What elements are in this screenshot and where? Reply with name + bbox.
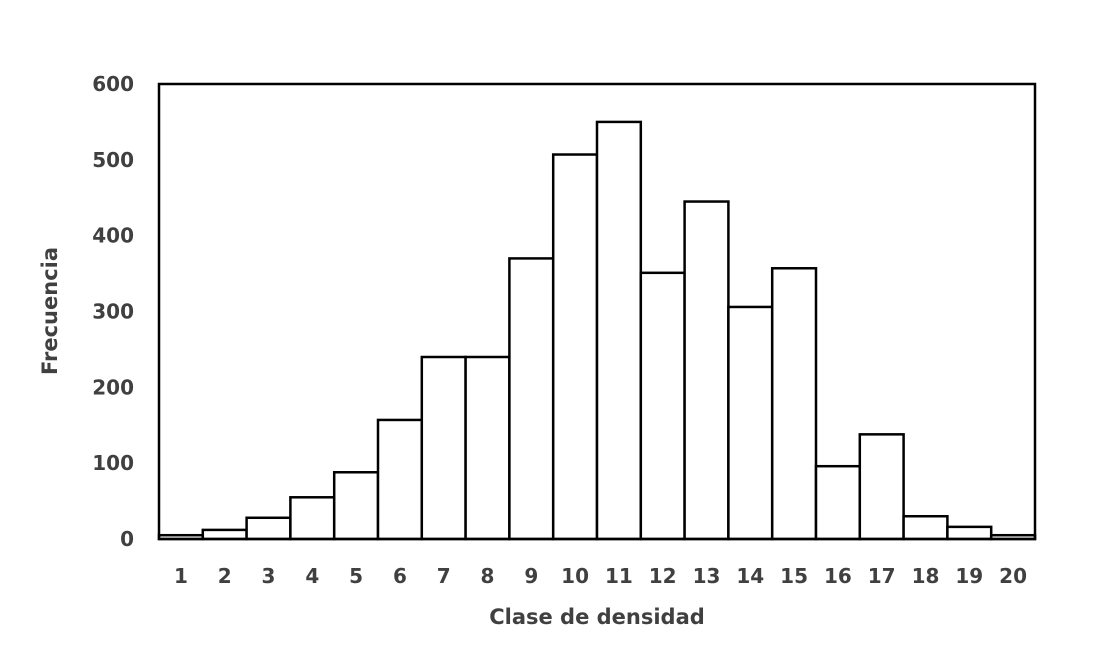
bar-15 xyxy=(770,267,818,541)
x-tick-label: 19 xyxy=(955,564,983,588)
y-tick-label: 600 xyxy=(92,72,134,96)
x-tick-label: 4 xyxy=(305,564,319,588)
bar-17 xyxy=(858,433,905,541)
bar-5 xyxy=(332,471,380,541)
bar-19 xyxy=(946,525,993,541)
y-tick-label: 100 xyxy=(92,451,134,475)
plot-area-frame xyxy=(157,82,1037,541)
y-tick-labels: 0 100 200 300 400 500 600 xyxy=(92,72,134,551)
bar-7 xyxy=(420,355,467,541)
bar-10 xyxy=(551,153,599,541)
y-tick-label: 300 xyxy=(92,300,134,324)
y-tick-label: 400 xyxy=(92,224,134,248)
x-tick-label: 16 xyxy=(824,564,852,588)
y-tick-label: 200 xyxy=(92,375,134,399)
x-tick-label: 20 xyxy=(999,564,1027,588)
bar-9 xyxy=(508,257,555,541)
x-tick-label: 7 xyxy=(437,564,451,588)
bar-8 xyxy=(464,355,511,541)
y-tick-label: 0 xyxy=(120,527,134,551)
x-tick-label: 9 xyxy=(524,564,538,588)
bar-11 xyxy=(595,120,643,541)
x-tick-label: 6 xyxy=(393,564,407,588)
bar-2 xyxy=(201,528,248,541)
bars-group xyxy=(157,120,1037,541)
x-tick-label: 5 xyxy=(349,564,363,588)
bar-14 xyxy=(727,305,774,541)
x-tick-label: 8 xyxy=(481,564,495,588)
x-tick-label: 11 xyxy=(605,564,633,588)
y-tick-label: 500 xyxy=(92,148,134,172)
x-tick-label: 18 xyxy=(912,564,940,588)
bar-18 xyxy=(902,515,949,541)
bar-4 xyxy=(289,496,336,541)
x-tick-label: 14 xyxy=(736,564,764,588)
x-tick-label: 17 xyxy=(868,564,896,588)
x-axis-title: Clase de densidad xyxy=(489,605,705,629)
bar-6 xyxy=(376,418,424,541)
x-tick-label: 15 xyxy=(780,564,808,588)
bar-16 xyxy=(814,464,862,541)
x-tick-label: 10 xyxy=(561,564,589,588)
x-tick-label: 2 xyxy=(218,564,232,588)
bar-12 xyxy=(639,271,686,541)
x-tick-label: 3 xyxy=(262,564,276,588)
y-axis-title: Frecuencia xyxy=(38,247,62,375)
bar-13 xyxy=(683,200,730,541)
bar-3 xyxy=(245,516,292,541)
x-tick-label: 13 xyxy=(693,564,721,588)
x-tick-label: 12 xyxy=(649,564,677,588)
x-tick-label: 1 xyxy=(174,564,188,588)
x-tick-labels: 1 2 3 4 5 6 7 8 9 10 11 12 13 14 15 16 17 18 19 20 xyxy=(174,564,1027,588)
